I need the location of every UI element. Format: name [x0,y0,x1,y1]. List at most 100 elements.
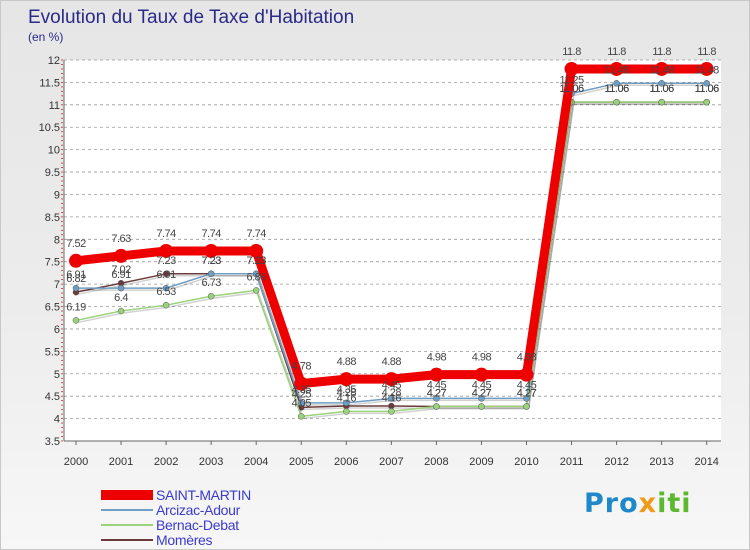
data-label: 7.23 [246,255,266,267]
data-label: 11.06 [604,83,629,95]
x-tick-label: 2007 [379,456,403,468]
data-label: 6.91 [156,269,176,281]
data-label: 7.23 [201,255,221,267]
data-label: 4.98 [517,352,537,364]
data-point [564,61,579,76]
y-tick-label: 12 [48,55,60,67]
data-label: 4.45 [382,379,402,391]
y-tick-label: 11.5 [39,77,60,89]
y-tick-label: 8.5 [45,212,60,224]
y-tick-label: 4 [54,414,60,426]
data-point [609,61,624,76]
series-saint-martin [69,61,714,391]
data-label: 4.45 [472,379,492,391]
data-point [523,403,530,410]
data-label: 11.06 [695,83,720,95]
data-label: 7.74 [156,228,176,240]
data-point [252,287,260,294]
y-tick-label: 6 [54,324,60,336]
data-label: 11.48 [604,64,629,76]
data-label: 7.23 [201,255,221,267]
data-label: 7.23 [246,255,266,267]
data-point [162,301,170,309]
data-label: 11.8 [562,46,581,58]
x-tick-label: 2014 [694,456,718,468]
data-label: 11.8 [652,46,671,58]
data-label: 4.27 [517,387,537,399]
data-label: 6.86 [246,271,266,283]
x-tick-label: 2002 [154,456,178,468]
data-label: 4.45 [427,379,447,391]
data-point [162,270,170,278]
data-label: 4.78 [292,361,312,373]
legend-label: Momères [156,531,213,548]
x-tick-label: 2010 [514,456,538,468]
data-label: 11.25 [559,75,584,87]
legend-item: Bernac-Debat [101,516,251,533]
x-tick-label: 2005 [289,456,313,468]
data-point [252,270,260,278]
data-point [699,61,714,76]
data-label: 4.98 [472,352,492,364]
y-grid [64,59,721,442]
data-point [204,243,219,258]
data-point [294,376,309,391]
data-label: 4.16 [337,392,357,404]
x-tick-label: 2009 [469,456,493,468]
data-point [654,61,669,76]
data-point [433,403,440,410]
data-label: 4.05 [292,397,312,409]
chart-unit-label: (en %) [28,30,64,44]
x-tick-label: 2013 [649,456,673,468]
data-label: 7.02 [111,264,131,276]
x-tick-label: 2011 [560,456,584,468]
data-label: 4.88 [337,356,357,368]
legend-item: Momères [101,531,251,548]
data-point [298,399,305,407]
legend-swatch [101,508,153,511]
data-point [343,408,350,415]
data-label: 7.23 [156,255,176,267]
data-point [658,80,665,87]
data-label: 4.27 [472,387,492,399]
data-label: 4.45 [517,379,537,391]
data-point [72,317,80,324]
data-label: 6.73 [201,277,221,289]
y-tick-label: 5 [54,369,60,381]
legend-label: Arcizac-Adour [156,501,241,518]
data-point [478,395,485,402]
legend-swatch [101,538,153,541]
data-label: 11.06 [559,83,584,95]
y-tick-label: 3.5 [45,436,60,448]
data-point [703,80,710,87]
data-label: 6.82 [66,273,86,285]
data-point [429,367,444,382]
data-label: 11.48 [650,64,675,76]
data-label: 11.8 [697,46,716,58]
data-point [69,253,83,268]
data-point [384,372,399,387]
y-tick-label: 7 [54,279,60,291]
data-label: 7.74 [246,228,266,240]
y-tick-label: 4.5 [45,391,60,403]
data-label: 4.28 [382,387,402,399]
legend-label: Bernac-Debat [156,516,239,533]
data-point [433,395,440,402]
x-tick-label: 2004 [244,456,268,468]
data-point [339,372,354,387]
data-label: 4.98 [427,352,447,364]
data-point [478,403,485,410]
proxiti-logo: Proxiti [584,488,692,519]
x-tick-label: 2001 [109,456,133,468]
data-label: 11.06 [695,83,720,95]
data-label: 4.25 [292,388,312,400]
y-tick-label: 10 [48,145,60,157]
y-tick-label: 7.5 [45,257,60,269]
data-point [114,248,129,263]
data-label: 7.63 [111,233,131,245]
x-tick-label: 2003 [199,456,223,468]
data-label: 4.28 [337,387,357,399]
data-point [72,284,80,292]
